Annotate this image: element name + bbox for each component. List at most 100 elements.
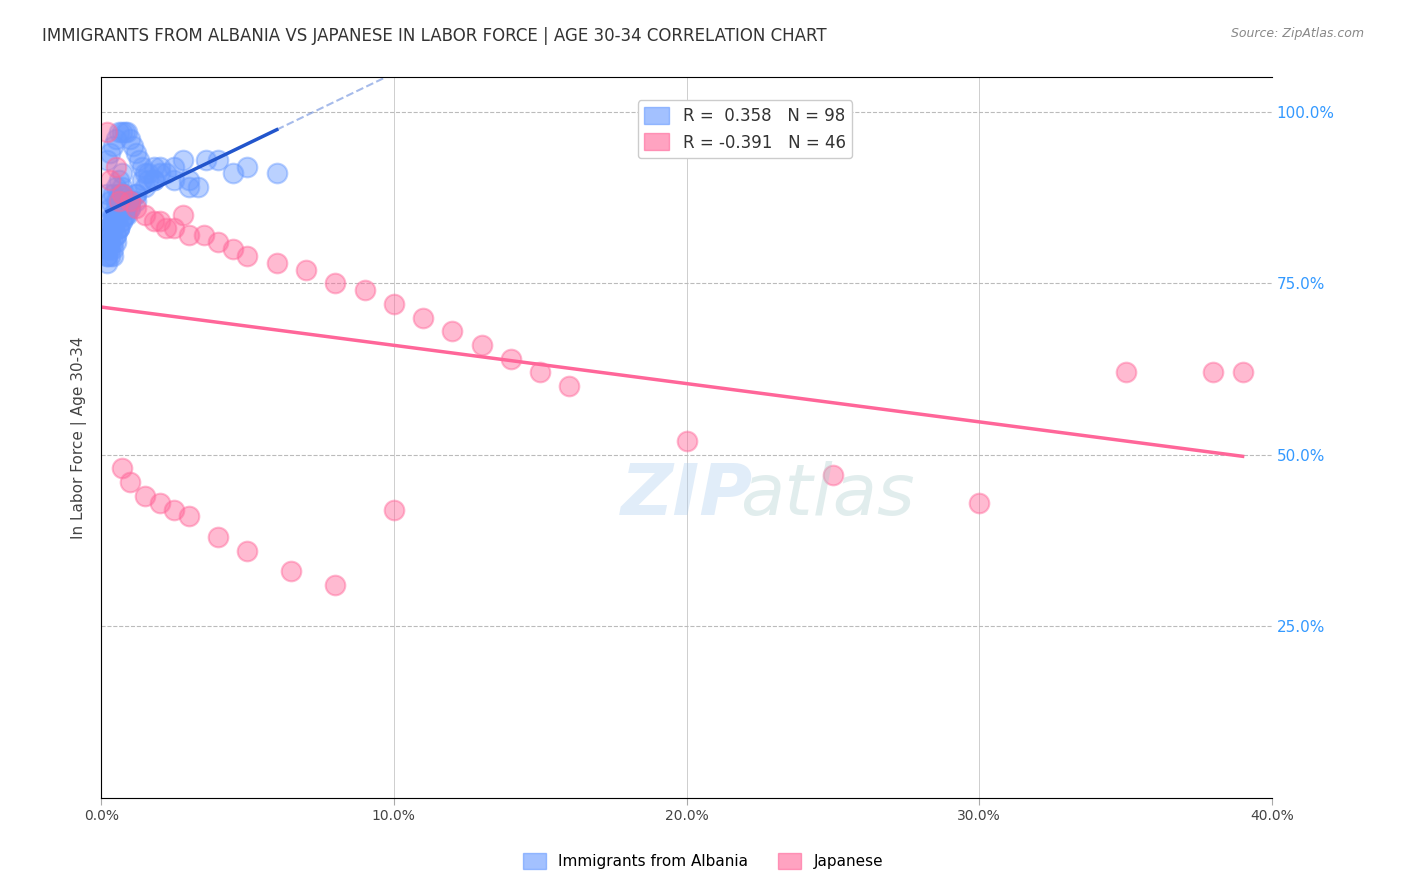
Point (155, 221, 177, 235)
Point (163, 221, 186, 235)
Point (131, 160, 153, 174)
Point (107, 173, 129, 187)
Point (98, 242, 121, 256)
Point (120, 194, 142, 208)
Point (101, 208, 124, 222)
Point (382, 297, 405, 311)
Point (98, 221, 121, 235)
Point (323, 277, 346, 291)
Point (98, 249, 121, 263)
Point (136, 166, 159, 180)
Point (177, 180, 200, 194)
Point (149, 496, 172, 510)
Point (96, 125, 118, 139)
Point (134, 208, 156, 222)
Point (222, 166, 245, 180)
Point (101, 139, 124, 153)
Point (107, 194, 129, 208)
Point (98, 235, 121, 249)
Point (266, 166, 288, 180)
Point (104, 132, 127, 146)
Point (101, 208, 124, 222)
Point (236, 249, 259, 263)
Text: IMMIGRANTS FROM ALBANIA VS JAPANESE IN LABOR FORCE | AGE 30-34 CORRELATION CHART: IMMIGRANTS FROM ALBANIA VS JAPANESE IN L… (42, 27, 827, 45)
Point (110, 214, 132, 228)
Point (187, 180, 209, 194)
Point (1115, 365, 1137, 379)
Point (101, 235, 124, 249)
Point (149, 166, 172, 180)
Point (266, 255, 288, 269)
Point (120, 475, 142, 490)
Y-axis label: In Labor Force | Age 30-34: In Labor Force | Age 30-34 (72, 336, 87, 539)
Point (236, 160, 259, 174)
Point (96, 187, 118, 202)
Point (110, 166, 132, 180)
Point (441, 324, 464, 338)
Point (107, 208, 129, 222)
Point (149, 214, 172, 228)
Point (134, 489, 156, 503)
Text: Source: ZipAtlas.com: Source: ZipAtlas.com (1230, 27, 1364, 40)
Point (471, 338, 494, 352)
Point (110, 214, 132, 228)
Point (104, 160, 127, 174)
Point (114, 208, 136, 222)
Point (98, 145, 121, 160)
Point (98, 228, 121, 243)
Point (117, 201, 139, 215)
Point (412, 310, 434, 325)
Point (353, 283, 375, 297)
Point (125, 187, 148, 202)
Point (107, 221, 129, 235)
Point (98, 173, 121, 187)
Point (107, 194, 129, 208)
Point (101, 249, 124, 263)
Point (120, 201, 142, 215)
Point (117, 194, 139, 208)
Point (96, 255, 118, 269)
Point (499, 351, 522, 366)
Point (96, 242, 118, 256)
Point (110, 125, 132, 139)
Point (114, 125, 136, 139)
Point (136, 173, 159, 187)
Point (98, 214, 121, 228)
Point (96, 249, 118, 263)
Point (104, 228, 127, 243)
Point (193, 228, 215, 243)
Text: atlas: atlas (740, 460, 914, 530)
Point (207, 153, 229, 167)
Point (96, 242, 118, 256)
Point (107, 221, 129, 235)
Point (207, 235, 229, 249)
Point (104, 235, 127, 249)
Point (120, 194, 142, 208)
Point (163, 173, 186, 187)
Text: ZIP: ZIP (620, 460, 752, 530)
Point (125, 194, 148, 208)
Point (122, 139, 145, 153)
Point (120, 132, 142, 146)
Point (107, 187, 129, 202)
Point (110, 461, 132, 475)
Point (236, 543, 259, 558)
Point (131, 173, 153, 187)
Point (110, 187, 132, 202)
Point (104, 208, 127, 222)
Point (142, 173, 165, 187)
Point (177, 228, 200, 243)
Point (1202, 365, 1225, 379)
Point (323, 578, 346, 592)
Point (382, 502, 405, 516)
Point (104, 228, 127, 243)
Point (101, 187, 124, 202)
Point (1232, 365, 1254, 379)
Point (101, 214, 124, 228)
Point (104, 214, 127, 228)
Point (110, 187, 132, 202)
Point (120, 194, 142, 208)
Legend: Immigrants from Albania, Japanese: Immigrants from Albania, Japanese (516, 847, 890, 875)
Point (177, 173, 200, 187)
Point (207, 530, 229, 544)
